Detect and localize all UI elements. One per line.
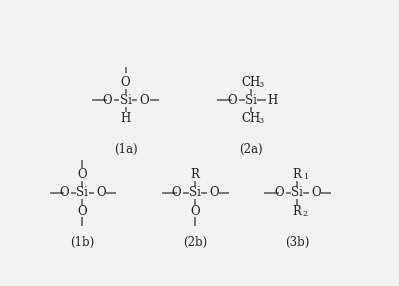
Text: O: O (172, 186, 182, 199)
Text: H: H (120, 112, 131, 125)
Text: O: O (77, 205, 87, 218)
Text: (2b): (2b) (183, 236, 207, 249)
Text: R: R (293, 168, 302, 181)
Text: Si: Si (120, 94, 132, 107)
Text: Si: Si (189, 186, 201, 199)
Text: 1: 1 (303, 173, 308, 181)
Text: O: O (274, 186, 284, 199)
Text: O: O (96, 186, 106, 199)
Text: 3: 3 (258, 81, 263, 89)
Text: O: O (190, 205, 200, 218)
Text: Si: Si (291, 186, 303, 199)
Text: CH: CH (241, 76, 261, 89)
Text: R: R (191, 168, 200, 181)
Text: 3: 3 (258, 117, 263, 125)
Text: (2a): (2a) (239, 144, 263, 156)
Text: O: O (102, 94, 112, 107)
Text: O: O (77, 168, 87, 181)
Text: O: O (311, 186, 321, 199)
Text: (1b): (1b) (70, 236, 95, 249)
Text: (3b): (3b) (285, 236, 310, 249)
Text: O: O (59, 186, 69, 199)
Text: O: O (227, 94, 237, 107)
Text: H: H (267, 94, 278, 107)
Text: (1a): (1a) (114, 144, 137, 156)
Text: O: O (139, 94, 149, 107)
Text: Si: Si (76, 186, 88, 199)
Text: R: R (293, 205, 302, 218)
Text: 2: 2 (303, 210, 308, 218)
Text: O: O (121, 76, 130, 89)
Text: Si: Si (245, 94, 257, 107)
Text: CH: CH (241, 112, 261, 125)
Text: O: O (209, 186, 219, 199)
